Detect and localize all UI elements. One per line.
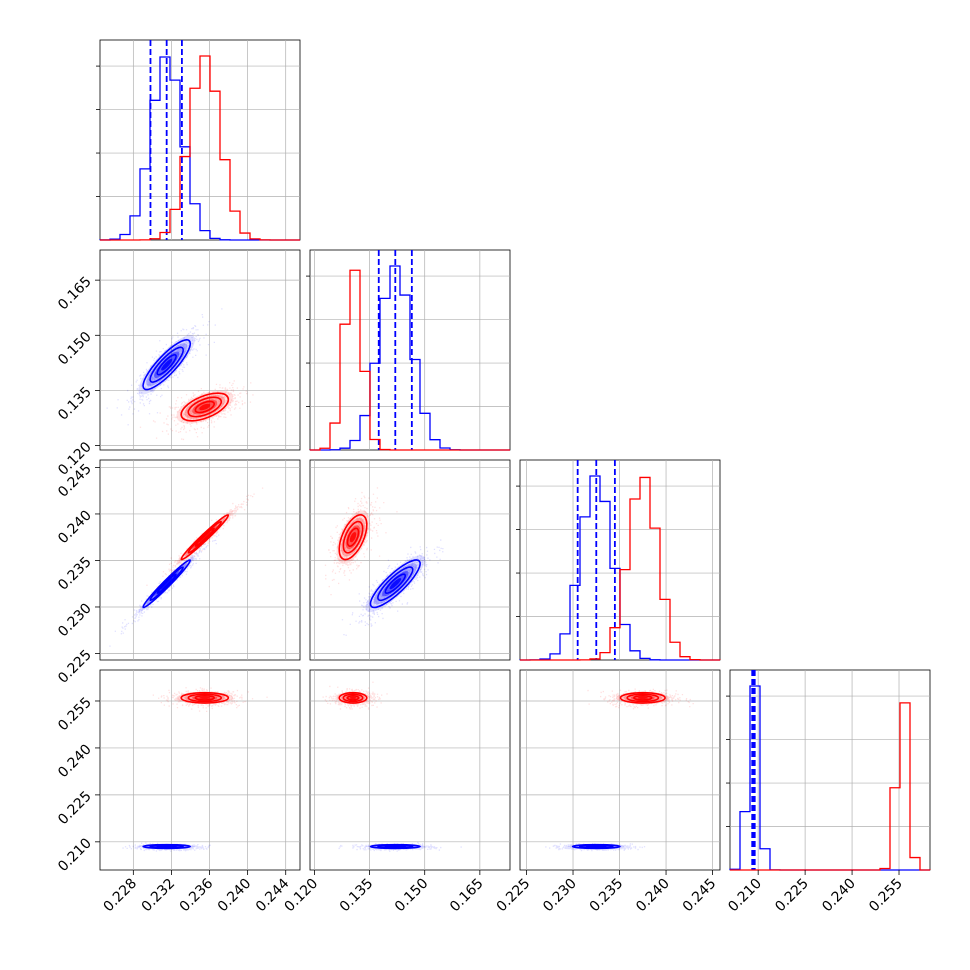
x-tick-label: 0.230 (540, 876, 580, 916)
x-tick-label: 0.120 (282, 876, 322, 916)
contour-red (346, 694, 360, 701)
contour-red (346, 527, 360, 547)
hist-panel-1 (306, 249, 511, 451)
x-tick-label: 0.210 (725, 876, 765, 916)
scatter-panel-3-1 (309, 669, 511, 871)
hist-red (309, 269, 510, 451)
panel-frame (309, 459, 511, 661)
scatter-panel-2-0 (99, 459, 301, 661)
hist-blue (519, 475, 720, 661)
y-tick-label: 0.240 (55, 507, 95, 547)
y-tick-label: 0.210 (55, 835, 95, 875)
density-fill-red (349, 696, 357, 700)
y-tick-label: 0.235 (55, 554, 95, 594)
contour-blue (384, 844, 407, 849)
contour-red (633, 694, 653, 701)
panel-frame (309, 669, 511, 871)
contour-red (187, 396, 223, 418)
contour-blue (142, 559, 192, 609)
contour-red (187, 520, 223, 554)
x-tick-label: 0.165 (447, 876, 487, 916)
hist-red (520, 476, 721, 661)
panel-frame (99, 459, 301, 661)
panel-frame (729, 669, 931, 871)
panel-frame (519, 669, 721, 871)
density-fill-blue (389, 578, 402, 590)
contour-red (194, 527, 215, 547)
contour-red (180, 514, 230, 561)
x-tick-label: 0.228 (100, 876, 140, 916)
contour-blue (369, 559, 421, 609)
x-tick-label: 0.240 (819, 876, 859, 916)
density-fill-red (349, 531, 357, 543)
hist-panel-3 (726, 669, 931, 871)
contour-blue (142, 339, 192, 391)
contour-red (180, 691, 230, 704)
contour-red (338, 691, 368, 704)
contour-red (342, 693, 364, 703)
contour-blue (585, 844, 607, 849)
contour-red (338, 514, 368, 561)
y-tick-label: 0.135 (55, 384, 95, 424)
x-tick-label: 0.240 (633, 876, 673, 916)
x-tick-label: 0.225 (772, 876, 812, 916)
contour-blue (377, 566, 414, 602)
hist-panel-0 (96, 39, 301, 241)
contour-red (180, 392, 230, 422)
contour-red (187, 693, 223, 703)
scatter-panel-2-1 (309, 459, 511, 661)
y-tick-label: 0.230 (55, 600, 95, 640)
density-fill-blue (161, 358, 173, 371)
density-fill-red (199, 531, 211, 543)
x-tick-label: 0.236 (177, 875, 217, 915)
scatter-panel-1-0 (99, 249, 301, 451)
panel-frame (519, 459, 721, 661)
y-tick-label: 0.225 (55, 788, 95, 828)
contour-blue (156, 353, 177, 376)
density-fill-red (199, 696, 211, 700)
hist-red (730, 702, 931, 871)
contour-red (194, 400, 215, 414)
density-fill-red (637, 696, 648, 700)
y-tick-label: 0.150 (55, 329, 95, 369)
x-tick-label: 0.150 (392, 876, 432, 916)
contour-blue (384, 573, 407, 595)
x-tick-label: 0.245 (680, 876, 720, 916)
x-tick-label: 0.225 (494, 876, 534, 916)
contour-blue (156, 573, 177, 595)
contour-blue (149, 566, 184, 602)
scatter-points-red (324, 487, 398, 596)
contour-blue (156, 844, 177, 849)
contour-blue (149, 346, 184, 383)
y-tick-label: 0.240 (55, 741, 95, 781)
density-fill-red (199, 403, 211, 411)
contour-red (194, 694, 215, 701)
scatter-panel-3-0 (99, 669, 301, 871)
contour-red (342, 520, 364, 554)
y-tick-label: 0.165 (55, 274, 95, 314)
x-tick-label: 0.240 (215, 876, 255, 916)
y-tick-label: 0.225 (55, 647, 95, 687)
x-tick-label: 0.135 (337, 876, 377, 916)
hist-red (100, 55, 300, 241)
x-tick-label: 0.255 (866, 876, 906, 916)
y-tick-label: 0.255 (55, 695, 95, 735)
hist-panel-2 (516, 459, 721, 661)
scatter-points-red (587, 688, 694, 710)
x-tick-label: 0.235 (587, 876, 627, 916)
contour-red (619, 691, 666, 704)
contour-red (626, 693, 660, 703)
scatter-panel-3-2 (519, 669, 721, 871)
density-fill-blue (161, 578, 173, 590)
x-tick-label: 0.232 (139, 876, 179, 916)
